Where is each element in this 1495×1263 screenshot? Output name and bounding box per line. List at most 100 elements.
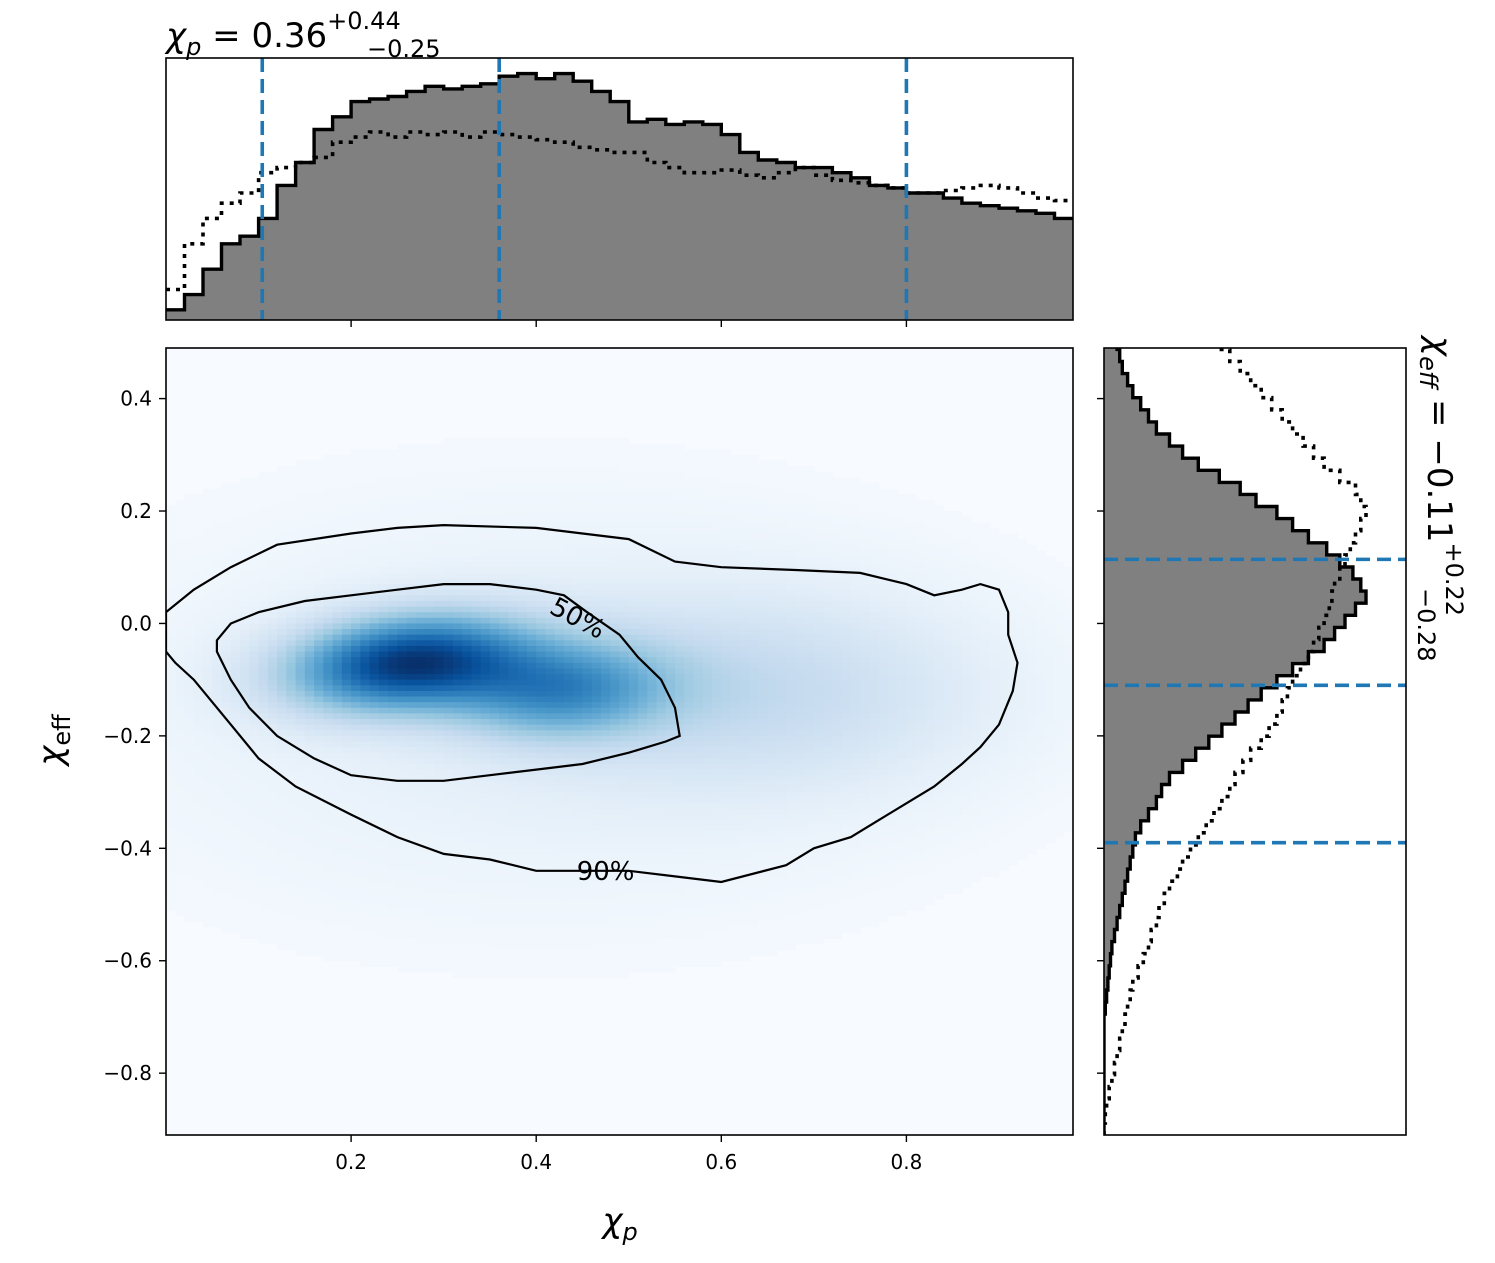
heatmap-cell bbox=[600, 685, 611, 692]
heatmap-cell bbox=[1045, 668, 1056, 675]
heatmap-cell bbox=[508, 522, 519, 529]
heatmap-cell bbox=[166, 511, 176, 518]
heatmap-cell bbox=[563, 443, 574, 450]
heatmap-cell bbox=[452, 719, 463, 726]
heatmap-cell bbox=[600, 612, 611, 619]
heatmap-cell bbox=[656, 730, 667, 737]
heatmap-cell bbox=[776, 634, 787, 641]
heatmap-cell bbox=[286, 561, 297, 568]
heatmap-cell bbox=[203, 662, 213, 670]
heatmap-cell bbox=[443, 612, 454, 619]
heatmap-cell bbox=[712, 651, 722, 658]
heatmap-cell bbox=[924, 724, 935, 731]
heatmap-cell bbox=[619, 561, 630, 568]
heatmap-cell bbox=[776, 488, 787, 495]
heatmap-cell bbox=[212, 522, 223, 529]
heatmap-cell bbox=[758, 533, 769, 540]
heatmap-cell bbox=[693, 645, 704, 653]
heatmap-cell bbox=[397, 578, 408, 585]
heatmap-cell bbox=[702, 555, 713, 563]
heatmap-cell bbox=[795, 516, 806, 523]
heatmap-cell bbox=[776, 544, 787, 551]
heatmap-cell bbox=[860, 499, 870, 506]
heatmap-cell bbox=[860, 567, 870, 574]
heatmap-cell bbox=[860, 555, 870, 563]
heatmap-cell bbox=[489, 527, 500, 535]
heatmap-cell bbox=[804, 539, 815, 546]
heatmap-cell bbox=[341, 488, 352, 495]
heatmap-cell bbox=[721, 516, 732, 523]
heatmap-cell bbox=[795, 522, 806, 529]
heatmap-cell bbox=[813, 527, 824, 535]
heatmap-cell bbox=[767, 629, 778, 636]
heatmap-cell bbox=[860, 629, 870, 636]
heatmap-cell bbox=[415, 494, 426, 501]
heatmap-cell bbox=[878, 713, 889, 720]
heatmap-cell bbox=[702, 741, 713, 748]
heatmap-cell bbox=[230, 482, 241, 490]
heatmap-cell bbox=[397, 752, 408, 759]
heatmap-cell bbox=[517, 539, 528, 546]
heatmap-cell bbox=[961, 724, 972, 731]
heatmap-cell bbox=[175, 527, 186, 535]
heatmap-cell bbox=[767, 522, 778, 529]
heatmap-cell bbox=[897, 511, 908, 518]
heatmap-cell bbox=[563, 752, 574, 759]
heatmap-cell bbox=[832, 747, 843, 754]
heatmap-cell bbox=[471, 561, 482, 568]
heatmap-cell bbox=[841, 595, 852, 602]
heatmap-cell bbox=[489, 719, 500, 726]
heatmap-cell bbox=[980, 640, 991, 647]
heatmap-cell bbox=[804, 730, 815, 737]
heatmap-cell bbox=[758, 567, 769, 574]
heatmap-cell bbox=[971, 544, 982, 551]
heatmap-cell bbox=[878, 702, 889, 709]
heatmap-cell bbox=[369, 505, 380, 512]
heatmap-cell bbox=[749, 466, 759, 473]
heatmap-cell bbox=[628, 702, 639, 709]
heatmap-cell bbox=[675, 555, 685, 563]
heatmap-cell bbox=[665, 499, 676, 506]
heatmap-cell bbox=[758, 589, 769, 596]
heatmap-cell bbox=[341, 623, 352, 630]
heatmap-cell bbox=[434, 651, 445, 658]
heatmap-cell bbox=[989, 668, 1000, 675]
heatmap-cell bbox=[203, 606, 213, 613]
heatmap-cell bbox=[887, 561, 898, 568]
heatmap-cell bbox=[647, 724, 658, 731]
heatmap-cell bbox=[656, 600, 667, 608]
heatmap-cell bbox=[425, 747, 435, 754]
heatmap-cell bbox=[656, 707, 667, 714]
heatmap-cell bbox=[665, 747, 676, 754]
heatmap-cell bbox=[813, 657, 824, 664]
heatmap-cell bbox=[721, 735, 732, 743]
heatmap-cell bbox=[499, 724, 510, 731]
heatmap-cell bbox=[480, 629, 491, 636]
heatmap-cell bbox=[591, 685, 602, 692]
heatmap-cell bbox=[332, 499, 343, 506]
heatmap-cell bbox=[499, 719, 510, 726]
heatmap-cell bbox=[813, 584, 824, 591]
heatmap-cell bbox=[434, 662, 445, 670]
heatmap-cell bbox=[878, 747, 889, 754]
heatmap-cell bbox=[823, 516, 833, 523]
heatmap-cell bbox=[554, 460, 565, 467]
heatmap-cell bbox=[832, 572, 843, 580]
heatmap-cell bbox=[536, 511, 547, 518]
heatmap-cell bbox=[508, 600, 519, 608]
heatmap-cell bbox=[656, 466, 667, 473]
heatmap-cell bbox=[434, 561, 445, 568]
heatmap-cell bbox=[489, 707, 500, 714]
heatmap-cell bbox=[462, 702, 473, 709]
heatmap-cell bbox=[554, 505, 565, 512]
heatmap-cell bbox=[526, 685, 537, 692]
heatmap-cell bbox=[517, 719, 528, 726]
heatmap-cell bbox=[526, 477, 537, 484]
heatmap-cell bbox=[619, 460, 630, 467]
heatmap-cell bbox=[776, 589, 787, 596]
heatmap-cell bbox=[915, 522, 926, 529]
heatmap-cell bbox=[258, 702, 269, 709]
heatmap-cell bbox=[240, 623, 250, 630]
heatmap-cell bbox=[610, 454, 621, 462]
heatmap-cell bbox=[378, 505, 389, 512]
